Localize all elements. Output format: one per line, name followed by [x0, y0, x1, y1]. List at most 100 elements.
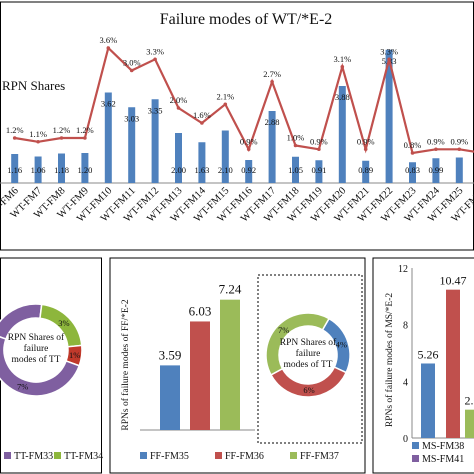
tt-legend: TT-FM33 TT-FM34	[4, 451, 103, 462]
top-bar-value-label: 0.89	[358, 165, 373, 175]
top-bar-value-label: 3.35	[148, 105, 163, 115]
ms-bar	[446, 289, 460, 438]
donut-slice	[265, 312, 331, 376]
rpn-share-label: 0.9%	[450, 136, 468, 146]
rpn-share-label: 2.7%	[263, 69, 281, 79]
rpn-share-point	[410, 151, 415, 155]
rpn-share-label: 0.8%	[404, 140, 422, 150]
rpn-share-point	[457, 147, 462, 152]
rpn-share-label: 1.6%	[193, 110, 211, 120]
donut-slice-label: 7%	[278, 325, 289, 335]
ff-bar	[190, 321, 210, 430]
top-bar	[432, 158, 440, 183]
top-bar-value-label: 0.91	[311, 165, 326, 175]
rpn-share-point	[293, 143, 298, 148]
tt-legend-label: TT-FM33	[14, 451, 53, 462]
ms-bar-value-label: 5.26	[418, 347, 439, 361]
rpn-share-point	[246, 147, 251, 152]
rpn-share-label: 0.9%	[427, 136, 445, 146]
ms-bar-chart: 0 4 8 12 5.26 10.47 2.0	[398, 264, 474, 445]
top-bar	[151, 99, 159, 183]
tt-legend-swatch	[54, 452, 61, 459]
rpn-share-point	[317, 147, 321, 152]
top-bar	[245, 160, 253, 183]
ff-donut-frame	[257, 274, 363, 444]
donut-slice	[0, 336, 81, 397]
top-bar-value-label: 0.92	[241, 165, 256, 175]
donut-center-text: modes of TT	[284, 359, 333, 370]
top-bar-value-label: 3.62	[101, 99, 116, 109]
top-bar	[58, 153, 65, 183]
ff-legend-swatch	[140, 452, 147, 459]
top-bar-value-label: 2.10	[218, 165, 233, 175]
ms-bar-value-label: 2.0	[465, 394, 474, 408]
ms-bar-value-label: 10.47	[440, 274, 467, 288]
top-bar	[268, 111, 276, 183]
top-bar	[385, 49, 393, 183]
donut-slice-label: 1%	[69, 350, 80, 360]
donut-center-text: failure	[296, 348, 321, 359]
ff-bar	[220, 299, 240, 430]
rpn-share-label: 3.6%	[99, 35, 117, 45]
rpn-share-label: 2.1%	[216, 91, 234, 101]
ff-bar-value-label: 6.03	[189, 303, 212, 318]
top-bar	[11, 154, 19, 183]
tt-panel-frame	[0, 257, 102, 474]
rpn-share-point	[270, 79, 274, 84]
donut-center-text: RPN Shares of	[280, 337, 337, 348]
rpn-share-label: 3.1%	[333, 54, 351, 64]
donut-center-text: RPN Shares of	[8, 332, 65, 343]
ms-y-tick-label: 8	[403, 321, 408, 332]
donut-center-text: modes of TT	[12, 354, 61, 365]
ff-legend-label: FF-FM36	[225, 451, 264, 462]
rpn-share-label: 0.9%	[310, 136, 328, 146]
rpn-share-label: 1.0%	[287, 133, 305, 143]
ff-legend-label: FF-FM35	[150, 451, 189, 462]
rpn-share-point	[340, 64, 345, 69]
top-bar	[409, 162, 416, 183]
ff-y-axis-label: RPNs of failure modes of FF/*E-2	[120, 299, 131, 430]
rpn-share-label: 2.0%	[170, 95, 188, 105]
ff-legend: FF-FM35 FF-FM36 FF-FM37	[140, 451, 339, 462]
top-bar	[315, 160, 323, 183]
rpn-share-point	[59, 136, 64, 140]
tt-legend-swatch	[4, 452, 11, 459]
top-bar	[362, 160, 370, 183]
top-bar	[175, 133, 182, 183]
rpn-share-point	[176, 106, 181, 110]
ms-y-tick-label: 12	[398, 264, 408, 275]
top-bar-value-label: 1.06	[31, 165, 46, 175]
top-bar-value-label: 2.00	[171, 165, 186, 175]
rpn-share-label: 0.9%	[240, 136, 258, 146]
ff-bar-chart: 3.59 6.03 7.24	[140, 282, 255, 431]
top-bar-value-label: 1.05	[288, 165, 303, 175]
top-chart-title: Failure modes of WT/*E-2	[160, 11, 333, 28]
rpn-share-point	[363, 147, 368, 152]
rpn-share-point	[129, 68, 134, 73]
rpn-share-point	[153, 57, 157, 62]
rpn-share-label: 1.2%	[6, 125, 24, 135]
ms-y-tick-label: 4	[403, 377, 408, 388]
ff-legend-label: FF-FM37	[300, 451, 339, 462]
ff-legend-swatch	[290, 452, 297, 459]
ff-bar-value-label: 3.59	[159, 347, 182, 362]
rpn-share-label: 3.3%	[380, 46, 398, 56]
top-bar-value-label: 3.03	[124, 113, 139, 123]
ms-legend-swatch	[412, 455, 419, 462]
donut-slice-label: 6%	[303, 385, 314, 395]
top-bar-value-label: 1.18	[54, 165, 69, 175]
top-bar	[128, 107, 136, 183]
legend-rpn-shares: RPN Shares	[2, 78, 65, 93]
ms-y-axis-label: RPNs of failure modes of MS/*E-2	[384, 293, 395, 428]
rpn-share-label: 0.9%	[357, 136, 375, 146]
top-bar	[221, 130, 229, 183]
top-bar	[198, 142, 206, 183]
ms-legend-label: MS-FM41	[422, 454, 464, 465]
donut-slice-label: 3%	[58, 318, 69, 328]
rpn-share-point	[106, 46, 111, 50]
top-bar-value-label: 0.83	[405, 165, 420, 175]
top-bar	[81, 153, 89, 183]
ff-legend-swatch	[215, 452, 222, 459]
